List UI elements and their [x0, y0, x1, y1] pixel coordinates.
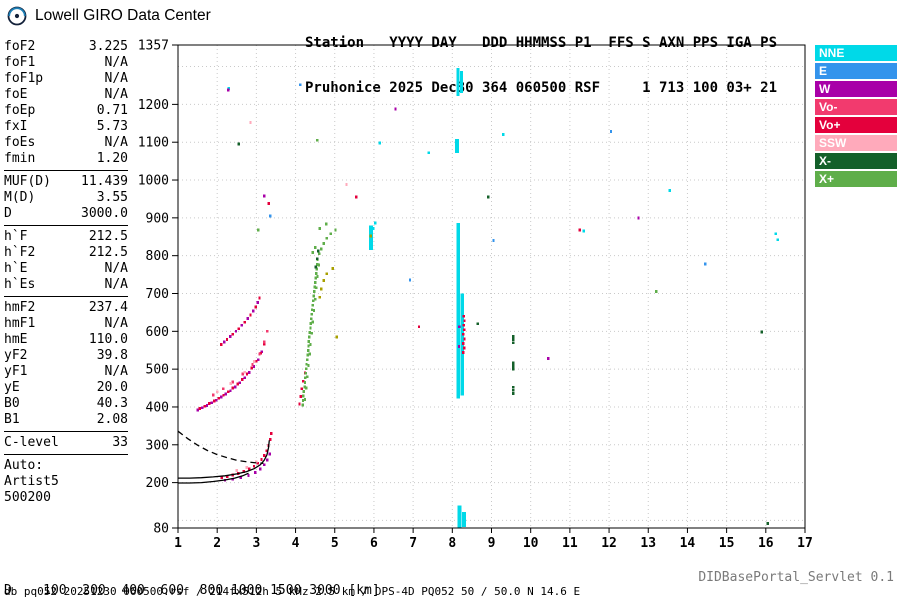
- svg-text:2: 2: [213, 536, 221, 551]
- brand: Lowell GIRO Data Center: [6, 5, 211, 27]
- svg-text:1: 1: [174, 536, 182, 551]
- station-header-line2: Pruhonice 2025 Dec30 364 060500 RSF 1 71…: [305, 80, 778, 96]
- param-fmin: fmin 1.20: [4, 151, 128, 166]
- param-foE: foE N/A: [4, 87, 128, 102]
- svg-text:8: 8: [448, 536, 456, 551]
- param-h`F2: h`F2 212.5: [4, 245, 128, 260]
- param-foEp: foEp 0.71: [4, 103, 128, 118]
- svg-text:7: 7: [409, 536, 417, 551]
- param-hmF1: hmF1 N/A: [4, 316, 128, 331]
- svg-text:14: 14: [680, 536, 696, 551]
- param-C-level: C-level 33: [4, 435, 128, 450]
- svg-text:900: 900: [146, 211, 169, 226]
- svg-text:17: 17: [797, 536, 813, 551]
- svg-text:200: 200: [146, 476, 169, 491]
- brand-title: Lowell GIRO Data Center: [35, 7, 211, 24]
- svg-text:1000: 1000: [138, 174, 169, 189]
- station-header-line1: Station YYYY DAY DDD HHMMSS P1 FFS S AXN…: [305, 35, 778, 51]
- param-D: D 3000.0: [4, 206, 128, 221]
- svg-text:16: 16: [758, 536, 774, 551]
- svg-text:6: 6: [370, 536, 378, 551]
- param-separator: [4, 296, 128, 297]
- param-foF1: foF1 N/A: [4, 55, 128, 70]
- param-hmE: hmE 110.0: [4, 332, 128, 347]
- svg-text:80: 80: [153, 522, 169, 537]
- param-MUF(D): MUF(D) 11.439: [4, 174, 128, 189]
- giro-logo-icon: [7, 6, 27, 26]
- svg-text:11: 11: [562, 536, 578, 551]
- param-B0: B0 40.3: [4, 396, 128, 411]
- param-yE: yE 20.0: [4, 380, 128, 395]
- legend-X-: X-: [815, 153, 897, 169]
- param-yF2: yF2 39.8: [4, 348, 128, 363]
- servlet-label: DIDBasePortal_Servlet 0.1: [698, 570, 894, 585]
- param-separator: [4, 454, 128, 455]
- param-separator: [4, 225, 128, 226]
- legend-SSW: SSW: [815, 135, 897, 151]
- svg-text:400: 400: [146, 400, 169, 415]
- echo-direction-legend: NNE E W Vo- Vo+ SSW X- X+: [815, 45, 897, 189]
- svg-text:15: 15: [719, 536, 735, 551]
- svg-text:500: 500: [146, 363, 169, 378]
- param-h`E: h`E N/A: [4, 261, 128, 276]
- svg-text:600: 600: [146, 325, 169, 340]
- d-row: D 100 200 400 600 800 1000 1500 3000 [km…: [4, 583, 380, 598]
- param-Auto:: Auto:: [4, 458, 44, 473]
- param-separator: [4, 170, 128, 171]
- svg-text:1200: 1200: [138, 98, 169, 113]
- svg-text:5: 5: [331, 536, 339, 551]
- legend-X+: X+: [815, 171, 897, 187]
- param-h`F: h`F 212.5: [4, 229, 128, 244]
- legend-E: E: [815, 63, 897, 79]
- svg-text:4: 4: [292, 536, 300, 551]
- param-foF1p: foF1p N/A: [4, 71, 128, 86]
- svg-text:12: 12: [601, 536, 617, 551]
- svg-text:1100: 1100: [138, 136, 169, 151]
- svg-text:700: 700: [146, 287, 169, 302]
- legend-W: W: [815, 81, 897, 97]
- param-yF1: yF1 N/A: [4, 364, 128, 379]
- svg-text:300: 300: [146, 438, 169, 453]
- param-h`Es: h`Es N/A: [4, 277, 128, 292]
- svg-text:13: 13: [640, 536, 656, 551]
- param-fxI: fxI 5.73: [4, 119, 128, 134]
- svg-text:10: 10: [523, 536, 539, 551]
- param-hmF2: hmF2 237.4: [4, 300, 128, 315]
- param-M(D): M(D) 3.55: [4, 190, 128, 205]
- param-500200: 500200: [4, 490, 51, 505]
- param-separator: [4, 431, 128, 432]
- status-line: db pq052 20251230 060500.rsf / 214fx512h…: [4, 585, 581, 598]
- param-Artist5: Artist5: [4, 474, 59, 489]
- param-foF2: foF2 3.225: [4, 39, 128, 54]
- svg-text:1357: 1357: [138, 39, 169, 54]
- svg-text:9: 9: [488, 536, 496, 551]
- param-foEs: foEs N/A: [4, 135, 128, 150]
- legend-Vo-: Vo-: [815, 99, 897, 115]
- svg-text:3: 3: [252, 536, 260, 551]
- parameter-panel: foF2 3.225 foF1 N/A foF1p N/A foE N/A foEp 0.71 fx…: [4, 39, 128, 506]
- dmuf-table: D 100 200 400 600 800 1000 1500 3000 [km…: [4, 553, 388, 600]
- legend-Vo+: Vo+: [815, 117, 897, 133]
- svg-text:800: 800: [146, 249, 169, 264]
- station-header: Station YYYY DAY DDD HHMMSS P1 FFS S AXN…: [305, 6, 777, 126]
- legend-NNE: NNE: [815, 45, 897, 61]
- param-B1: B1 2.08: [4, 412, 128, 427]
